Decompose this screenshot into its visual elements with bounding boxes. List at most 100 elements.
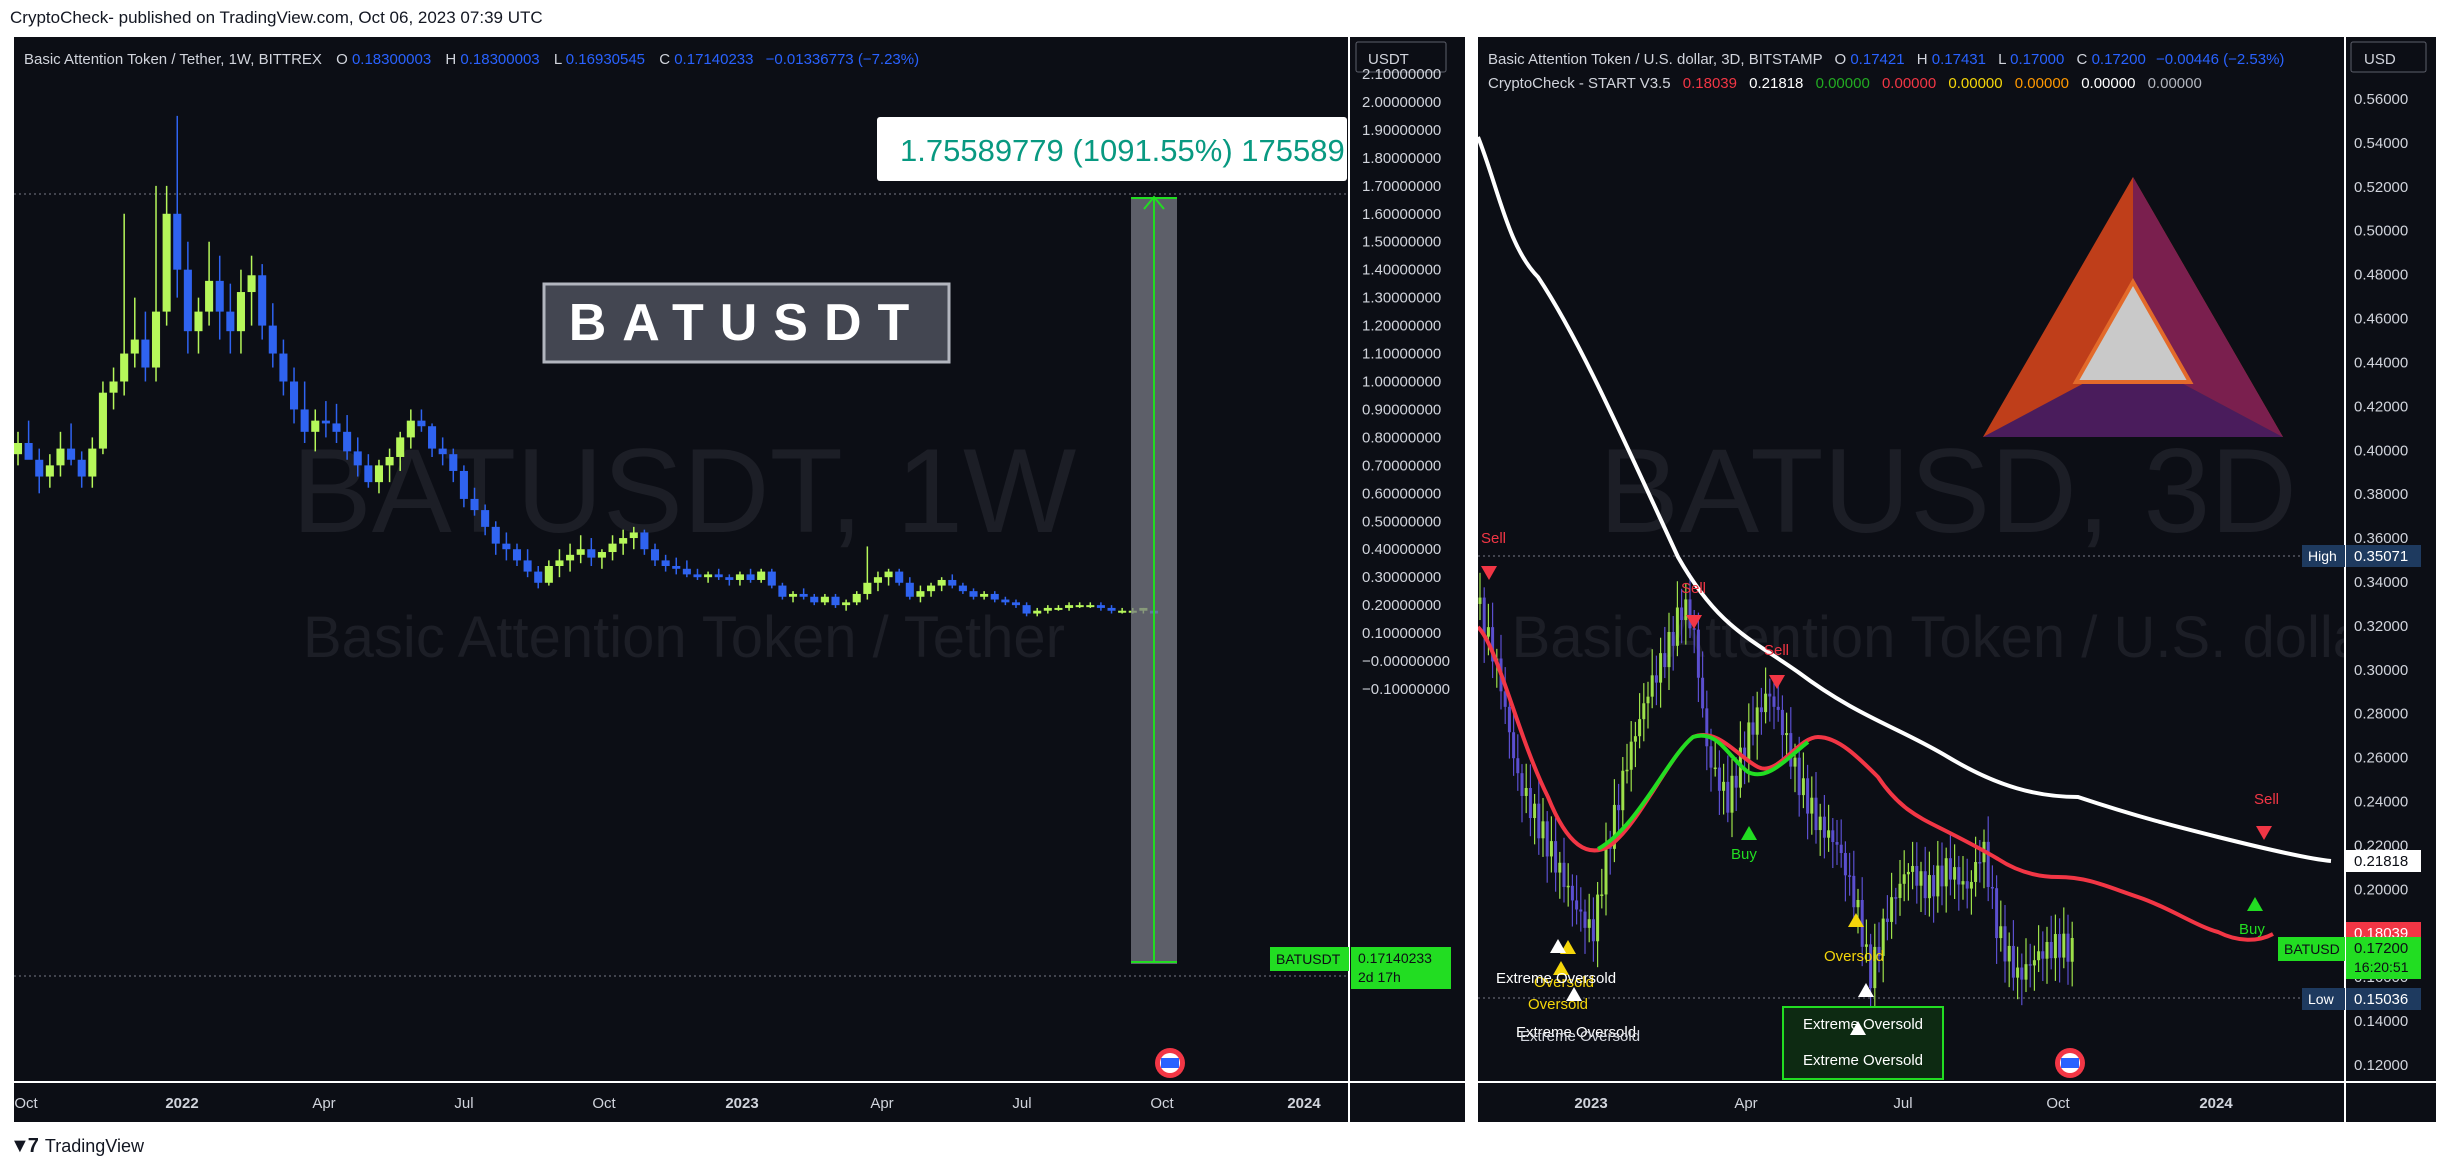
x-tick-label: 2023 [725, 1095, 758, 1112]
right-currency-box[interactable] [2350, 41, 2427, 73]
candle-body [226, 311, 235, 332]
candle-body [2053, 934, 2057, 959]
candle-body [1528, 787, 1532, 819]
candle-body [958, 585, 967, 592]
flag-icon [1155, 1048, 1185, 1078]
candle-body [2037, 951, 2041, 961]
y-tick-label: 0.24000 [2354, 794, 2408, 811]
extreme-oversold-box [1782, 1006, 1944, 1080]
candle-body [77, 459, 86, 477]
candle-body [1491, 627, 1495, 662]
candle-body [2016, 967, 2020, 978]
candle-body [130, 339, 139, 354]
y-tick-label: 0.20000000 [1362, 597, 1441, 614]
symbol-banner-text: BATUSDT [569, 294, 926, 352]
extreme-oversold-label: Extreme Oversold [1496, 970, 1616, 987]
candle-body [1617, 804, 1621, 811]
y-tick-label: 1.60000000 [1362, 206, 1441, 223]
candle-body [1881, 918, 1885, 956]
candle-body [1696, 629, 1700, 678]
candle-body [1961, 881, 1965, 885]
y-tick-label: 0.38000 [2354, 486, 2408, 503]
candle-body [1768, 693, 1772, 697]
candle-body [1911, 865, 1915, 872]
buy-signals: Buy Buy [1731, 826, 2265, 938]
candle-body [650, 549, 660, 561]
y-tick-label: 0.32000 [2354, 618, 2408, 635]
y-tick-label: 0.54000 [2354, 135, 2408, 152]
left-currency-box[interactable] [1355, 41, 1447, 73]
candle-body [1675, 607, 1679, 646]
candle-body [1591, 919, 1595, 942]
candle-body [1864, 944, 1868, 947]
left-chart[interactable]: BATUSDT, 1W Basic Attention Token / Teth… [14, 37, 1465, 1122]
candle-body [1575, 900, 1579, 910]
y-tick-label: 0.70000000 [1362, 457, 1441, 474]
candle-body [842, 602, 851, 606]
right-price-tag [2346, 937, 2421, 979]
left-legend: Basic Attention Token / Tether, 1W, BITT… [24, 51, 919, 68]
candle-body [1965, 881, 1969, 889]
candle-body [1583, 911, 1587, 928]
candle-body [1894, 897, 1898, 899]
candle-body [725, 577, 734, 580]
candle-body [2070, 937, 2074, 962]
candle-body [183, 269, 192, 332]
candle-body [1713, 767, 1717, 770]
candle-body [1860, 899, 1864, 947]
left-chart-pane[interactable]: BATUSDT, 1W Basic Attention Token / Teth… [14, 37, 1465, 1122]
right-legend: Basic Attention Token / U.S. dollar, 3D,… [1488, 51, 2284, 68]
measure-label: 1.75589779 (1091.55%) 175589 [900, 133, 1345, 168]
low-value: 0.15036 [2354, 991, 2408, 1008]
right-price-countdown: 16:20:51 [2354, 959, 2409, 975]
right-symbol-tag [2278, 937, 2345, 961]
x-tick-label: Oct [2046, 1095, 2070, 1112]
candle-body [120, 353, 129, 382]
candle-body [1663, 653, 1667, 668]
candle-body [1717, 767, 1721, 791]
candle-body [852, 593, 861, 603]
candle-body [512, 549, 522, 561]
candle-body [2028, 964, 2032, 966]
candle-body [470, 498, 479, 511]
candle-body [1747, 722, 1751, 760]
candle-body [1638, 719, 1642, 737]
x-tick-label: Apr [312, 1095, 335, 1112]
candle-body [1885, 918, 1889, 922]
candle-body [544, 566, 553, 583]
candle-body [1932, 875, 1936, 897]
candle-body [820, 596, 829, 603]
candle-body [1797, 757, 1801, 796]
candle-body [969, 591, 978, 597]
candle-body [1688, 599, 1692, 629]
y-tick-label: 1.30000000 [1362, 290, 1441, 307]
candle-body [778, 585, 787, 597]
candle-body [1852, 875, 1856, 908]
candle-body [1814, 797, 1818, 831]
candle-body [1065, 605, 1074, 608]
candle-body [300, 409, 309, 432]
candle-body [1919, 871, 1923, 886]
candle-body [502, 543, 511, 550]
y-tick-label: 2.00000000 [1362, 94, 1441, 111]
indicator-name: CryptoCheck - START V3.5 [1488, 75, 1671, 92]
candle-body [396, 437, 405, 457]
candle-body [406, 420, 415, 438]
high-label: High [2308, 548, 2337, 564]
candle-body [1722, 781, 1726, 791]
low-label-box [2302, 988, 2345, 1010]
candle-body [268, 325, 277, 354]
candle-body [1999, 926, 2003, 939]
right-watermark-name: Basic Attention Token / U.S. dollar [1512, 605, 2385, 670]
candle-body [534, 571, 543, 583]
sell-label: Sell [1481, 530, 1506, 547]
right-chart[interactable]: BATUSD, 3D Basic Attention Token / U.S. … [1478, 37, 2436, 1122]
candle-body [640, 532, 649, 550]
left-price-scale[interactable] [1349, 37, 1465, 1122]
candle-body [1780, 709, 1784, 736]
candle-body [24, 443, 33, 460]
right-chart-pane[interactable]: BATUSD, 3D Basic Attention Token / U.S. … [1478, 37, 2436, 1122]
extreme-box-label: Extreme Oversold [1803, 1016, 1923, 1033]
candle-body [1957, 867, 1961, 885]
candle-body [1927, 875, 1931, 899]
